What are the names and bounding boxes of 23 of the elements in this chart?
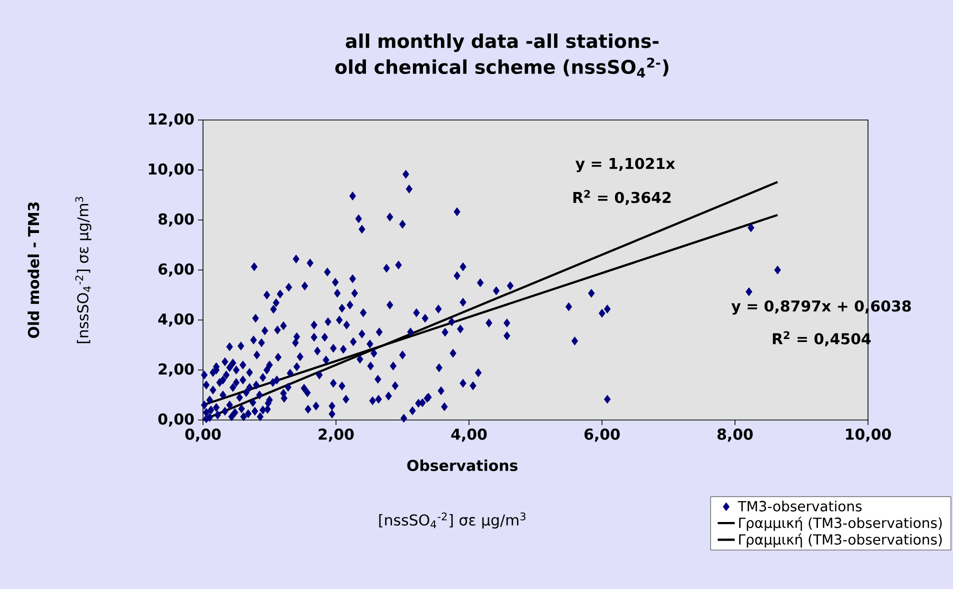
legend-label: TM3-observations bbox=[738, 500, 862, 512]
text: Old model - TM3 bbox=[28, 202, 40, 338]
y-tick-label: 10,00 bbox=[148, 163, 194, 177]
x-tick-label: 4,00 bbox=[451, 428, 487, 442]
x-tick-label: 2,00 bbox=[318, 428, 354, 442]
y-tick-label: 2,00 bbox=[158, 363, 194, 377]
y-tick-label: 6,00 bbox=[158, 263, 194, 277]
y-tick-label: 8,00 bbox=[158, 213, 194, 227]
text: [nssSO$_{4}$$^{-2}$] σε μg/m$^{3}$ bbox=[75, 196, 92, 344]
y-tick-label: 12,00 bbox=[148, 113, 194, 127]
chart-title: all monthly data -all stations- old chemical scheme (nssSO$_{4}$$^{2-}$) bbox=[335, 33, 668, 78]
legend-label: Γραμμική (TM3-observations) bbox=[739, 533, 942, 548]
x-tick-label: 10,00 bbox=[846, 428, 891, 442]
annotation: y = 1,1021x bbox=[575, 158, 676, 172]
x-tick-label: 0,00 bbox=[185, 428, 221, 442]
x-tick-label: 8,00 bbox=[717, 428, 753, 442]
y-tick-label: 4,00 bbox=[158, 313, 194, 327]
y-tick-label: 0,00 bbox=[158, 413, 194, 427]
legend-label: Γραμμική (TM3-observations) bbox=[739, 516, 942, 531]
annotation: R$^{2}$ = 0,3642 bbox=[573, 190, 671, 206]
x-tick-label: 6,00 bbox=[584, 428, 620, 442]
x-axis-title: Observations bbox=[407, 460, 518, 472]
text: [nssSO$_{4}$$^{-2}$] σε μg/m$^{3}$ bbox=[379, 512, 526, 529]
